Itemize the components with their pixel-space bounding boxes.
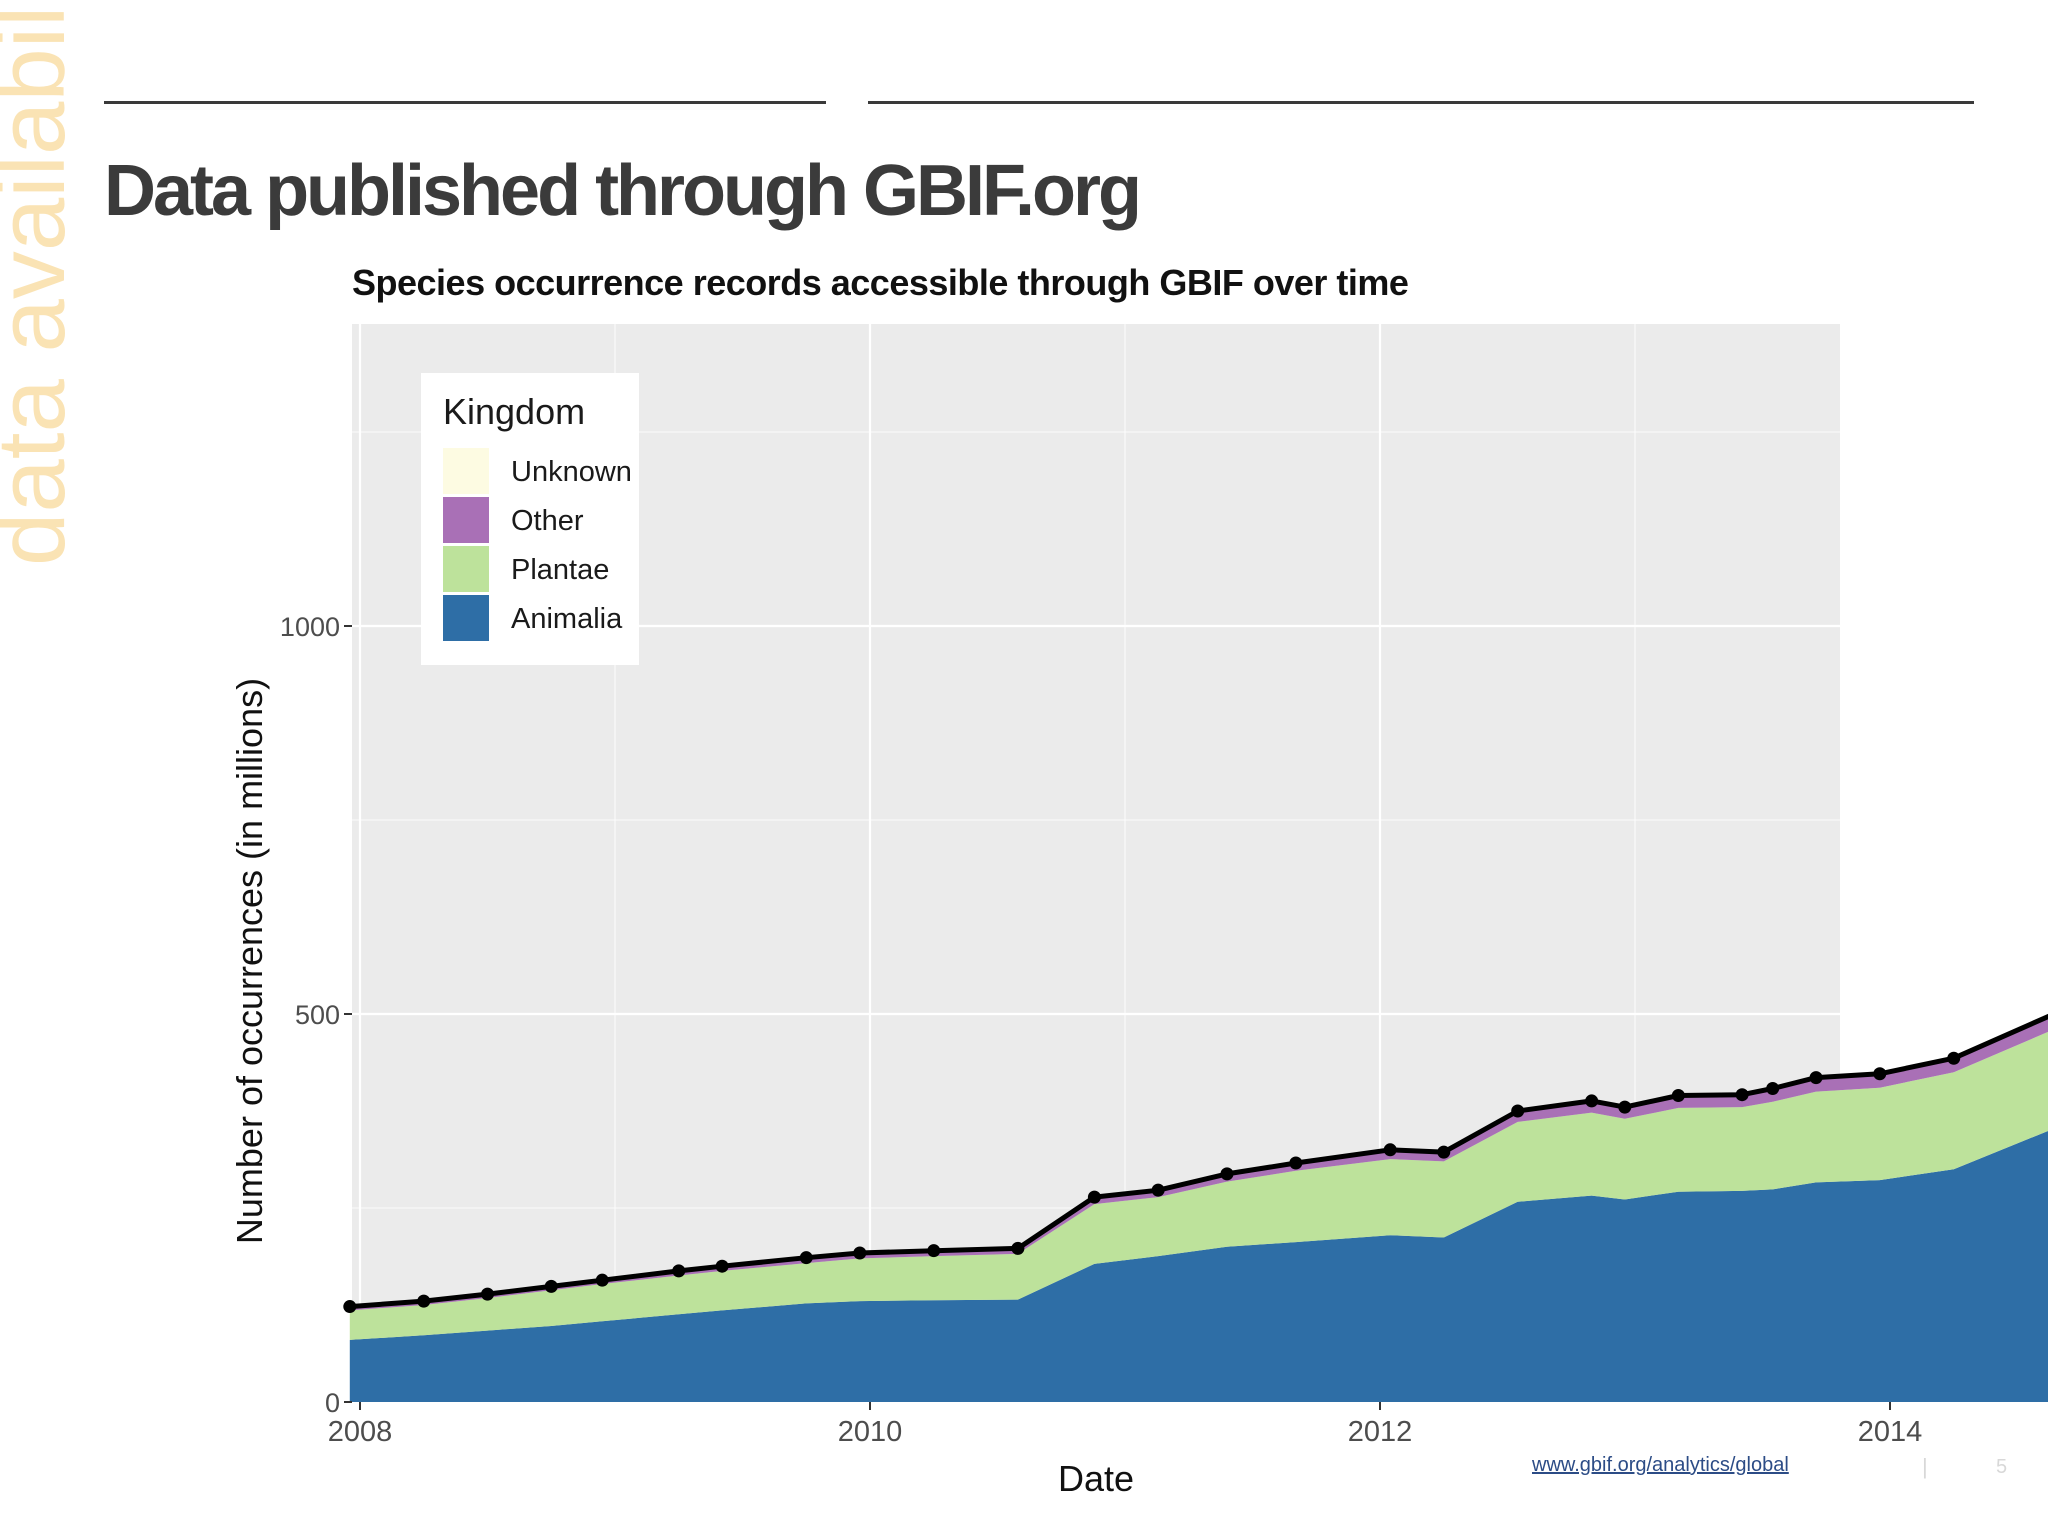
total-point: [1671, 1088, 1685, 1102]
total-point: [1151, 1183, 1165, 1197]
total-line-series: [343, 1013, 2048, 1314]
total-point: [1087, 1190, 1101, 1204]
axes: 05001000200820102012201420162018: [280, 612, 1923, 1448]
total-line: [349, 1013, 2048, 1310]
total-point: [481, 1287, 494, 1301]
total-point: [799, 1251, 813, 1265]
legend-title: Kingdom: [443, 391, 586, 432]
total-point: [1766, 1081, 1780, 1095]
legend-swatch-other: [443, 497, 489, 543]
total-point: [343, 1300, 357, 1314]
total-point: [1220, 1167, 1234, 1181]
legend-label-plantae: Plantae: [511, 554, 610, 586]
total-point: [1947, 1051, 1961, 1065]
header-rule-left: [104, 101, 826, 104]
x-axis-label: Date: [1058, 1458, 1134, 1499]
chart-title: Species occurrence records accessible th…: [352, 262, 1409, 303]
x-tick-label: 2008: [328, 1416, 393, 1448]
area-plantae: [349, 1031, 2048, 1340]
legend: Kingdom Unknown Other Plantae Animalia: [421, 373, 639, 665]
total-point: [544, 1279, 558, 1293]
legend-label-unknown: Unknown: [511, 456, 632, 488]
x-tick-label: 2014: [1858, 1416, 1923, 1448]
y-tick-label: 1000: [280, 612, 340, 642]
legend-swatch-animalia: [443, 595, 489, 641]
legend-swatch-unknown: [443, 448, 489, 494]
total-point: [1735, 1088, 1749, 1102]
total-point: [1618, 1100, 1632, 1114]
area-animalia: [349, 1130, 2048, 1402]
page-number: 5: [1996, 1456, 2008, 1478]
y-axis-label: Number of occurrences (in millions): [229, 678, 270, 1244]
total-point: [1383, 1143, 1397, 1157]
total-point: [1511, 1104, 1525, 1118]
total-point: [927, 1244, 941, 1258]
total-point: [1585, 1094, 1599, 1108]
stacked-areas: [349, 1016, 2048, 1402]
footer-separator: |: [1922, 1454, 1928, 1479]
slide-title: Data published through GBIF.org: [104, 151, 1142, 231]
total-point: [1011, 1241, 1025, 1255]
total-point: [1437, 1145, 1451, 1159]
total-point: [853, 1246, 867, 1260]
header-rule-right: [868, 101, 1974, 104]
x-tick-label: 2010: [838, 1416, 903, 1448]
total-point: [1289, 1156, 1303, 1170]
total-point: [1873, 1067, 1887, 1081]
total-point: [417, 1294, 431, 1308]
y-tick-label: 500: [295, 1000, 340, 1030]
legend-label-animalia: Animalia: [511, 603, 623, 635]
total-point: [595, 1273, 609, 1287]
legend-label-other: Other: [511, 505, 584, 537]
y-tick-label: 0: [325, 1388, 340, 1418]
total-point: [1809, 1071, 1823, 1085]
total-point: [715, 1259, 729, 1273]
legend-swatch-plantae: [443, 546, 489, 592]
x-tick-label: 2012: [1348, 1416, 1413, 1448]
total-point: [672, 1264, 686, 1278]
source-link[interactable]: www.gbif.org/analytics/global: [1532, 1454, 1789, 1476]
